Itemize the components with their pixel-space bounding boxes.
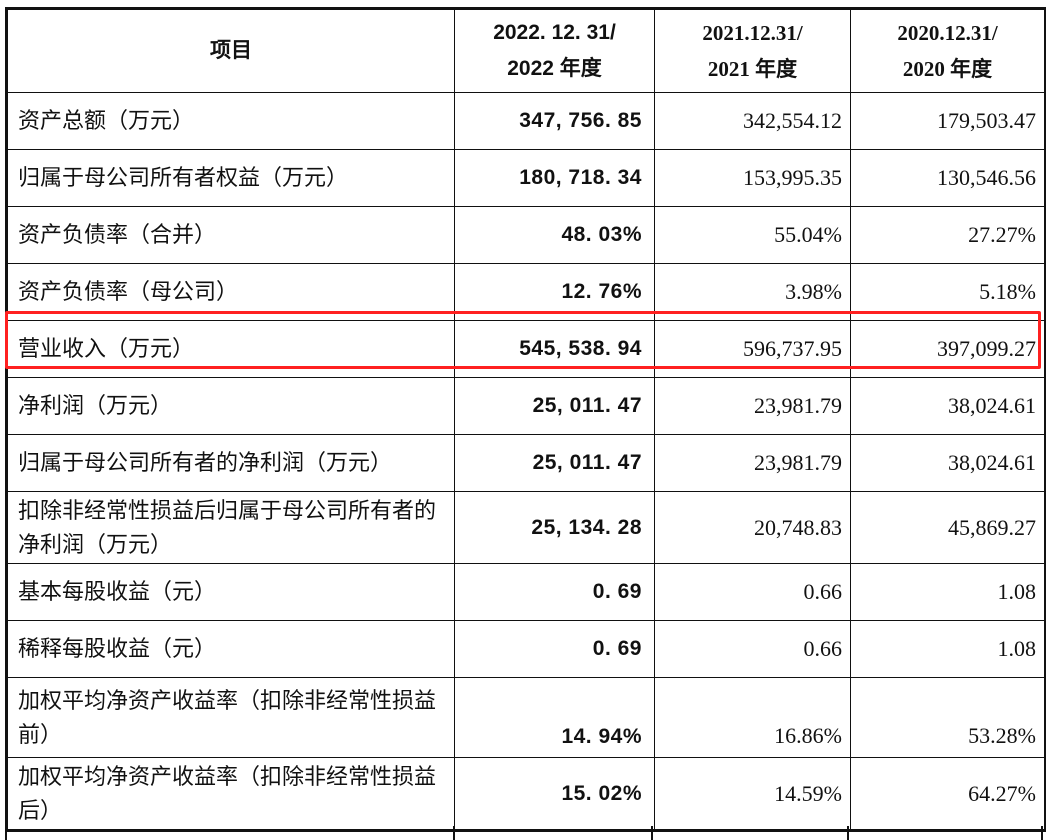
value-2020: 5.18% bbox=[850, 263, 1046, 321]
financial-summary-table: 项目 2022. 12. 31/2022 年度 2021.12.31/2021 … bbox=[5, 7, 1046, 832]
row-label: 资产负债率（合并） bbox=[6, 206, 455, 264]
header-2020-date: 2020.12.31/ bbox=[897, 21, 998, 45]
header-item-label: 项目 bbox=[210, 39, 252, 62]
value-2020: 179,503.47 bbox=[850, 92, 1046, 150]
value-2020: 130,546.56 bbox=[850, 149, 1046, 207]
value-2022: 0. 69 bbox=[454, 563, 655, 621]
value-2022: 25, 011. 47 bbox=[454, 434, 655, 492]
value-2022: 0. 69 bbox=[454, 620, 655, 678]
value-2021: 153,995.35 bbox=[654, 149, 851, 207]
header-2022: 2022. 12. 31/2022 年度 bbox=[454, 8, 655, 93]
value-2022: 12. 76% bbox=[454, 263, 655, 321]
value-2020: 38,024.61 bbox=[850, 377, 1046, 435]
next-row-border-right bbox=[1041, 826, 1043, 840]
row-label: 资产负债率（母公司） bbox=[6, 263, 455, 321]
header-item: 项目 bbox=[6, 8, 455, 93]
next-row-border-col2 bbox=[651, 826, 653, 840]
value-2020: 53.28% bbox=[850, 677, 1046, 758]
row-label: 归属于母公司所有者的净利润（万元） bbox=[6, 434, 455, 492]
value-2021: 14.59% bbox=[654, 757, 851, 831]
next-row-border-col1 bbox=[453, 826, 455, 840]
value-2021: 0.66 bbox=[654, 620, 851, 678]
table-row-highlighted: 营业收入（万元） 545, 538. 94 596,737.95 397,099… bbox=[6, 320, 1046, 378]
table-row: 资产负债率（母公司） 12. 76% 3.98% 5.18% bbox=[6, 263, 1046, 321]
table-row: 加权平均净资产收益率（扣除非经常性损益前） 14. 94% 16.86% 53.… bbox=[6, 677, 1046, 758]
header-2021-year: 2021 年度 bbox=[707, 57, 798, 81]
value-2021: 23,981.79 bbox=[654, 377, 851, 435]
row-label: 稀释每股收益（元） bbox=[6, 620, 455, 678]
row-label: 扣除非经常性损益后归属于母公司所有者的净利润（万元） bbox=[6, 491, 455, 564]
next-row-border-left bbox=[5, 826, 7, 840]
value-2021: 23,981.79 bbox=[654, 434, 851, 492]
value-2021: 55.04% bbox=[654, 206, 851, 264]
value-2022: 48. 03% bbox=[454, 206, 655, 264]
value-2022: 25, 011. 47 bbox=[454, 377, 655, 435]
table-row: 净利润（万元） 25, 011. 47 23,981.79 38,024.61 bbox=[6, 377, 1046, 435]
table-row: 归属于母公司所有者权益（万元） 180, 718. 34 153,995.35 … bbox=[6, 149, 1046, 207]
value-2022: 25, 134. 28 bbox=[454, 491, 655, 564]
value-2021: 0.66 bbox=[654, 563, 851, 621]
value-2020: 64.27% bbox=[850, 757, 1046, 831]
value-2022: 347, 756. 85 bbox=[454, 92, 655, 150]
header-2021: 2021.12.31/2021 年度 bbox=[654, 8, 851, 93]
value-2022: 14. 94% bbox=[454, 677, 655, 758]
header-2020: 2020.12.31/2020 年度 bbox=[850, 8, 1046, 93]
value-2022: 15. 02% bbox=[454, 757, 655, 831]
next-row-border-col3 bbox=[847, 826, 849, 840]
table-row: 资产总额（万元） 347, 756. 85 342,554.12 179,503… bbox=[6, 92, 1046, 150]
table-row: 归属于母公司所有者的净利润（万元） 25, 011. 47 23,981.79 … bbox=[6, 434, 1046, 492]
value-2022: 545, 538. 94 bbox=[454, 320, 655, 378]
value-2020: 45,869.27 bbox=[850, 491, 1046, 564]
value-2020: 1.08 bbox=[850, 563, 1046, 621]
row-label: 归属于母公司所有者权益（万元） bbox=[6, 149, 455, 207]
header-2022-year: 2022 年度 bbox=[507, 57, 602, 80]
header-2022-date: 2022. 12. 31/ bbox=[493, 21, 616, 44]
value-2021: 16.86% bbox=[654, 677, 851, 758]
value-2021: 3.98% bbox=[654, 263, 851, 321]
value-2021: 20,748.83 bbox=[654, 491, 851, 564]
row-label: 净利润（万元） bbox=[6, 377, 455, 435]
value-2020: 27.27% bbox=[850, 206, 1046, 264]
value-2022: 180, 718. 34 bbox=[454, 149, 655, 207]
table-row: 稀释每股收益（元） 0. 69 0.66 1.08 bbox=[6, 620, 1046, 678]
table-row: 基本每股收益（元） 0. 69 0.66 1.08 bbox=[6, 563, 1046, 621]
row-label: 基本每股收益（元） bbox=[6, 563, 455, 621]
value-2021: 342,554.12 bbox=[654, 92, 851, 150]
row-label: 资产总额（万元） bbox=[6, 92, 455, 150]
table-row: 加权平均净资产收益率（扣除非经常性损益后） 15. 02% 14.59% 64.… bbox=[6, 757, 1046, 831]
table-row: 资产负债率（合并） 48. 03% 55.04% 27.27% bbox=[6, 206, 1046, 264]
value-2020: 397,099.27 bbox=[850, 320, 1046, 378]
row-label: 营业收入（万元） bbox=[6, 320, 455, 378]
value-2020: 38,024.61 bbox=[850, 434, 1046, 492]
header-2020-year: 2020 年度 bbox=[902, 57, 993, 81]
row-label: 加权平均净资产收益率（扣除非经常性损益前） bbox=[6, 677, 455, 758]
header-2021-date: 2021.12.31/ bbox=[702, 21, 803, 45]
value-2020: 1.08 bbox=[850, 620, 1046, 678]
row-label: 加权平均净资产收益率（扣除非经常性损益后） bbox=[6, 757, 455, 831]
table-row: 扣除非经常性损益后归属于母公司所有者的净利润（万元） 25, 134. 28 2… bbox=[6, 491, 1046, 564]
value-2021: 596,737.95 bbox=[654, 320, 851, 378]
header-row: 项目 2022. 12. 31/2022 年度 2021.12.31/2021 … bbox=[6, 8, 1046, 93]
